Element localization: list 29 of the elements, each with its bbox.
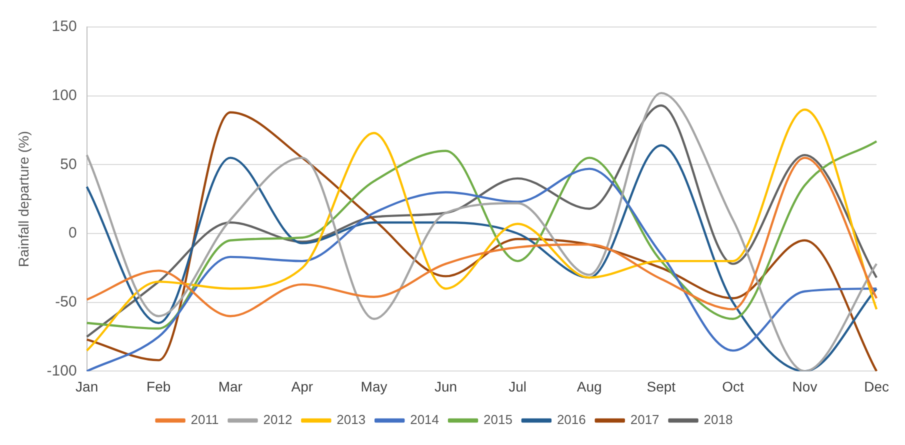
legend-label: 2012 [263,412,292,428]
legend-label: 2011 [190,412,219,428]
y-tick-label: 100 [52,86,77,104]
line-series [86,140,878,330]
x-tick-label: Mar [218,378,243,394]
x-tick-label: Sept [646,378,676,394]
y-tick-label: 0 [68,224,77,242]
legend-label: 2017 [630,412,660,428]
x-tick-label: Apr [291,378,314,394]
x-tick-label: Oct [722,378,744,394]
line-series [86,156,878,318]
y-tick-label: 50 [60,156,77,173]
x-tick-label: Aug [576,378,602,394]
legend-label: 2016 [556,412,586,428]
y-tick-label: -100 [46,362,77,380]
x-tick-label: May [360,378,388,394]
x-tick-label: Dec [864,378,890,394]
x-tick-label: Nov [792,378,818,394]
legend-label: 2014 [410,412,440,428]
x-tick-label: Jun [434,378,458,394]
legend-label: 2013 [336,412,366,428]
y-tick-label: 150 [52,18,77,36]
y-tick-label: -50 [55,294,77,310]
legend-label: 2018 [704,412,733,428]
legend-label: 2015 [484,412,512,428]
x-tick-label: Feb [146,378,171,394]
y-axis-title: Rainfall departure (%) [15,131,32,268]
x-tick-label: Jan [76,378,98,394]
x-tick-label: Jul [508,378,527,394]
